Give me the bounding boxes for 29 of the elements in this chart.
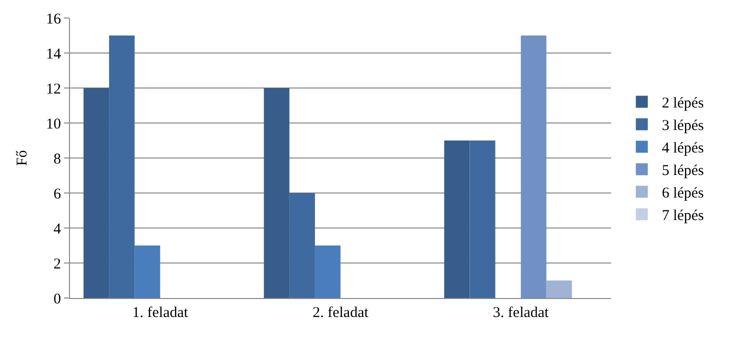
y-tick-label: 16 <box>46 11 62 28</box>
x-tick-label: 3. feladat <box>492 305 550 321</box>
legend-label: 2 lépés <box>662 96 704 112</box>
bar <box>109 36 135 298</box>
bar <box>520 36 546 298</box>
y-tick-label: 0 <box>54 291 61 308</box>
y-axis-title: Fő <box>14 150 30 166</box>
bar <box>134 246 160 298</box>
bar <box>546 280 572 298</box>
bar <box>314 246 340 298</box>
y-tick-label: 2 <box>54 256 61 272</box>
bar <box>289 193 315 298</box>
legend-label: 7 lépés <box>662 208 704 224</box>
bar <box>264 88 290 298</box>
bar <box>470 140 496 298</box>
legend-label: 4 lépés <box>662 140 704 157</box>
y-tick-label: 6 <box>54 186 62 202</box>
y-tick-label: 14 <box>46 46 62 62</box>
legend-label: 3 lépés <box>662 118 704 134</box>
bar <box>84 88 110 298</box>
y-tick-label: 4 <box>54 221 62 238</box>
x-tick-label: 1. feladat <box>132 305 189 321</box>
y-tick-label: 10 <box>46 116 61 132</box>
y-tick-label: 12 <box>46 81 61 98</box>
legend-label: 6 lépés <box>662 186 704 202</box>
y-tick-label: 8 <box>54 151 61 168</box>
bar <box>444 140 470 298</box>
legend-label: 5 lépés <box>662 163 704 180</box>
x-tick-label: 2. feladat <box>312 305 370 321</box>
